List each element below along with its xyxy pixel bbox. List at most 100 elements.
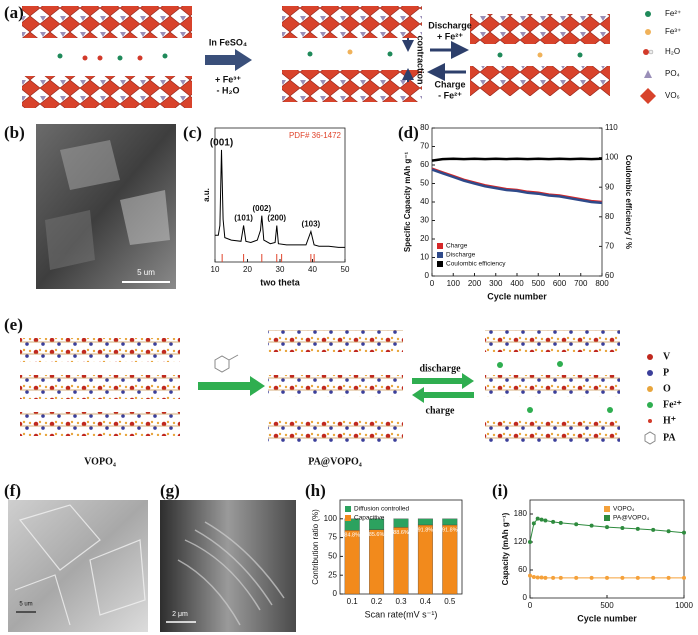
- x-tick-label: 10: [211, 265, 220, 274]
- peak-label: (002): [252, 204, 271, 213]
- legend-text: PO₄: [665, 69, 680, 78]
- scale-text: 5 um: [137, 268, 155, 277]
- point: [666, 529, 671, 534]
- value-label: 84.8%: [344, 533, 360, 539]
- x-tick-label: 0: [528, 601, 533, 610]
- point: [558, 575, 563, 580]
- structure-label: PA@VOPO₄: [308, 456, 362, 467]
- y-tick-label: 60: [518, 565, 527, 574]
- point: [589, 575, 594, 580]
- y-tick-label: 40: [420, 197, 429, 206]
- y-tick-label: 60: [420, 160, 429, 169]
- sem-texture: [14, 504, 146, 626]
- x-axis-title: Cycle number: [577, 613, 637, 623]
- step-text: - H₂O: [217, 85, 240, 95]
- x-axis-title: Cycle number: [487, 291, 547, 301]
- value-label: 88.6%: [393, 530, 409, 536]
- value-label: 91.8%: [418, 527, 434, 533]
- x-tick-label: 500: [532, 279, 546, 288]
- point: [531, 521, 536, 526]
- legend-swatch: [437, 243, 443, 249]
- scale-text: 5 um: [19, 602, 32, 608]
- y-tick-label: 20: [420, 234, 429, 243]
- sem-texture: [45, 140, 170, 270]
- legend-text: Fe²⁺: [663, 399, 682, 410]
- x-tick-label: 600: [553, 279, 567, 288]
- legend-text: Coulombic efficiency: [446, 261, 506, 268]
- y-tick-label: 120: [514, 537, 528, 546]
- x-axis-title: Scan rate(mV s⁻¹): [365, 609, 438, 619]
- y-axis-title: a.u.: [202, 188, 211, 202]
- panel-label: (d): [398, 123, 419, 142]
- series-line: [215, 149, 345, 248]
- y-tick-label: 50: [420, 179, 429, 188]
- contraction-text: contraction: [416, 35, 426, 84]
- point: [620, 526, 625, 530]
- point: [682, 575, 686, 580]
- y-tick-label: 70: [605, 242, 614, 251]
- panel-label: (a): [4, 3, 24, 22]
- panel-label: (e): [4, 315, 23, 334]
- y-tick-label: 60: [605, 271, 614, 280]
- point: [558, 520, 563, 525]
- sem-image: [160, 500, 296, 632]
- y-tick-label: 90: [605, 182, 614, 191]
- y-tick-label: 80: [420, 123, 429, 132]
- point: [574, 522, 579, 527]
- legend-text: Diffusion controlled: [354, 506, 410, 513]
- y-tick-label: 180: [514, 509, 528, 518]
- legend-swatch: [345, 506, 351, 512]
- step-text: Charge: [434, 79, 465, 89]
- arrow: [205, 49, 252, 71]
- bar-segment: [417, 518, 433, 526]
- legend-text: Fe³⁺: [665, 27, 681, 36]
- legend-text: Discharge: [446, 252, 476, 259]
- panel-label: (g): [160, 481, 180, 500]
- value-label: 85.6%: [369, 532, 385, 538]
- plot-frame: [214, 127, 346, 263]
- point: [531, 575, 536, 579]
- peak-label: (200): [267, 214, 286, 223]
- y-tick-label: 100: [324, 514, 338, 523]
- arrow: [412, 373, 474, 389]
- x-tick-label: 300: [489, 279, 503, 288]
- legend-text: O: [663, 383, 671, 394]
- point: [666, 575, 671, 580]
- legend-text: PA@VOPO₄: [613, 515, 650, 522]
- x-axis-title: two theta: [260, 277, 300, 287]
- series-line: [431, 167, 603, 204]
- structures: [20, 330, 620, 442]
- x-tick-label: 400: [510, 279, 524, 288]
- panel-label: (h): [305, 481, 326, 500]
- y-tick-label: 75: [328, 533, 337, 542]
- step-text: charge: [426, 405, 455, 416]
- legend-swatch: [437, 252, 443, 258]
- point: [535, 575, 540, 580]
- crystal-layers: [22, 6, 610, 108]
- y-tick-label: 30: [420, 216, 429, 225]
- y-tick-label: 0: [333, 589, 338, 598]
- annotation: PDF# 36-1472: [289, 131, 342, 140]
- point: [551, 575, 556, 580]
- y-tick-label: 10: [420, 253, 429, 262]
- point: [539, 517, 544, 522]
- legend: Fe²⁺ Fe³⁺ H₂O PO₄ VO₆: [640, 9, 681, 104]
- legend-swatch: [437, 261, 443, 267]
- panel-label: (f): [4, 481, 21, 500]
- peak-label: (103): [302, 220, 321, 229]
- point: [635, 575, 640, 580]
- bar-segment: [393, 527, 409, 595]
- y-tick-label: 80: [605, 212, 614, 221]
- bar-segment: [442, 524, 458, 595]
- point: [620, 575, 625, 580]
- y-axis-title: Specific Capacity mAh g⁻¹: [403, 152, 412, 253]
- bar-segment: [344, 518, 360, 531]
- x-tick-label: 0.2: [371, 597, 383, 606]
- bar-segment: [369, 518, 385, 530]
- step-text: + Fe³⁺: [215, 74, 241, 84]
- y-tick-label: 110: [605, 123, 618, 132]
- point: [543, 575, 548, 580]
- panel-label: (i): [492, 481, 508, 500]
- x-tick-label: 50: [341, 265, 350, 274]
